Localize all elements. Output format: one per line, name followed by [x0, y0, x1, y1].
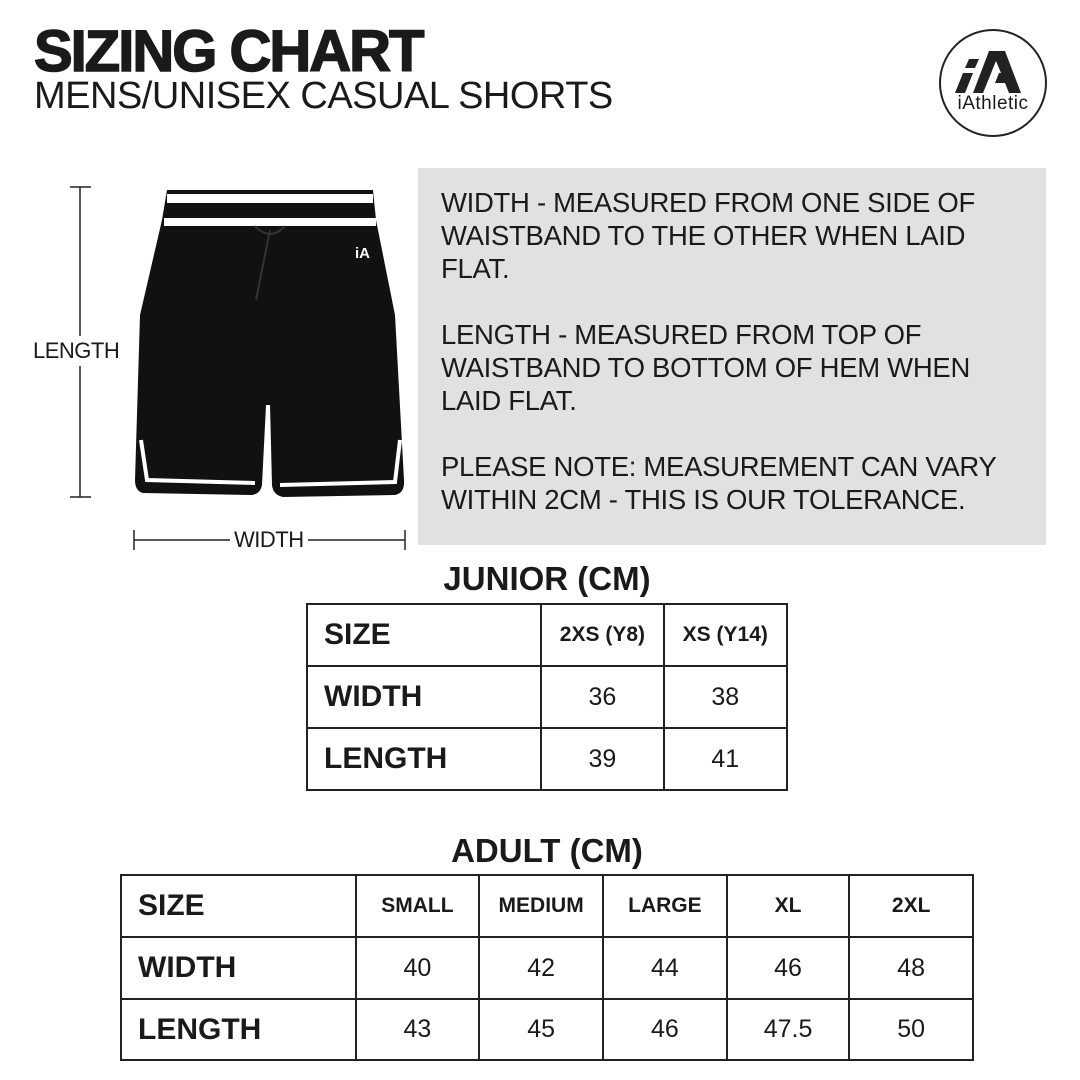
- row-label: LENGTH: [120, 998, 357, 1061]
- note-length: LENGTH - MEASURED FROM TOP OF WAISTBAND …: [441, 319, 971, 416]
- cell: 46: [725, 936, 851, 1000]
- table-header-row: SIZE 2XS (Y8) XS (Y14): [305, 603, 789, 667]
- header-cell: XS (Y14): [662, 603, 789, 667]
- header-cell: SIZE: [120, 874, 357, 938]
- adult-title: ADULT (CM): [451, 832, 643, 869]
- note-tolerance: PLEASE NOTE: MEASUREMENT CAN VARY WITHIN…: [441, 451, 997, 515]
- cell: 50: [848, 998, 974, 1061]
- header-cell: 2XS (Y8): [540, 603, 665, 667]
- junior-size-table: SIZE 2XS (Y8) XS (Y14) WIDTH 36 38 LENGT…: [305, 603, 789, 791]
- header-cell: SIZE: [305, 603, 543, 667]
- width-label: WIDTH: [230, 527, 308, 553]
- page-title: SIZING CHART: [33, 19, 425, 84]
- cell: 45: [478, 998, 605, 1061]
- adult-size-table: SIZE SMALL MEDIUM LARGE XL 2XL WIDTH 40 …: [120, 874, 974, 1061]
- measurement-notes: WIDTH - MEASURED FROM ONE SIDE OF WAISTB…: [418, 168, 1046, 545]
- row-label: WIDTH: [120, 936, 357, 1000]
- junior-title: JUNIOR (CM): [443, 560, 651, 597]
- cell: 40: [354, 936, 481, 1000]
- cell: 48: [848, 936, 974, 1000]
- header-cell: SMALL: [354, 874, 481, 938]
- measurement-diagram: iA: [70, 186, 406, 550]
- row-label: LENGTH: [305, 727, 543, 791]
- cell: 42: [478, 936, 605, 1000]
- cell: 47.5: [725, 998, 851, 1061]
- cell: 41: [662, 727, 789, 791]
- table-row: WIDTH 36 38: [305, 665, 789, 729]
- iathletic-logo: iAthletic: [939, 29, 1047, 137]
- table-header-row: SIZE SMALL MEDIUM LARGE XL 2XL: [120, 874, 974, 938]
- ia-logo-icon: [955, 51, 1021, 93]
- cell: 44: [602, 936, 728, 1000]
- header-cell: 2XL: [848, 874, 974, 938]
- shorts-illustration: iA: [135, 190, 405, 497]
- header-cell: XL: [725, 874, 851, 938]
- cell: 38: [662, 665, 789, 729]
- page-subtitle: MENS/UNISEX CASUAL SHORTS: [34, 75, 613, 117]
- header-cell: LARGE: [602, 874, 728, 938]
- table-row: WIDTH 40 42 44 46 48: [120, 936, 974, 1000]
- table-row: LENGTH 43 45 46 47.5 50: [120, 998, 974, 1061]
- note-width: WIDTH - MEASURED FROM ONE SIDE OF WAISTB…: [441, 187, 975, 284]
- cell: 43: [354, 998, 481, 1061]
- row-label: WIDTH: [305, 665, 543, 729]
- cell: 39: [540, 727, 665, 791]
- length-label: LENGTH: [33, 336, 120, 366]
- cell: 46: [602, 998, 728, 1061]
- logo-text: iAthletic: [957, 93, 1029, 114]
- cell: 36: [540, 665, 665, 729]
- shorts-logo-icon: iA: [355, 245, 370, 262]
- header-cell: MEDIUM: [478, 874, 605, 938]
- table-row: LENGTH 39 41: [305, 727, 789, 791]
